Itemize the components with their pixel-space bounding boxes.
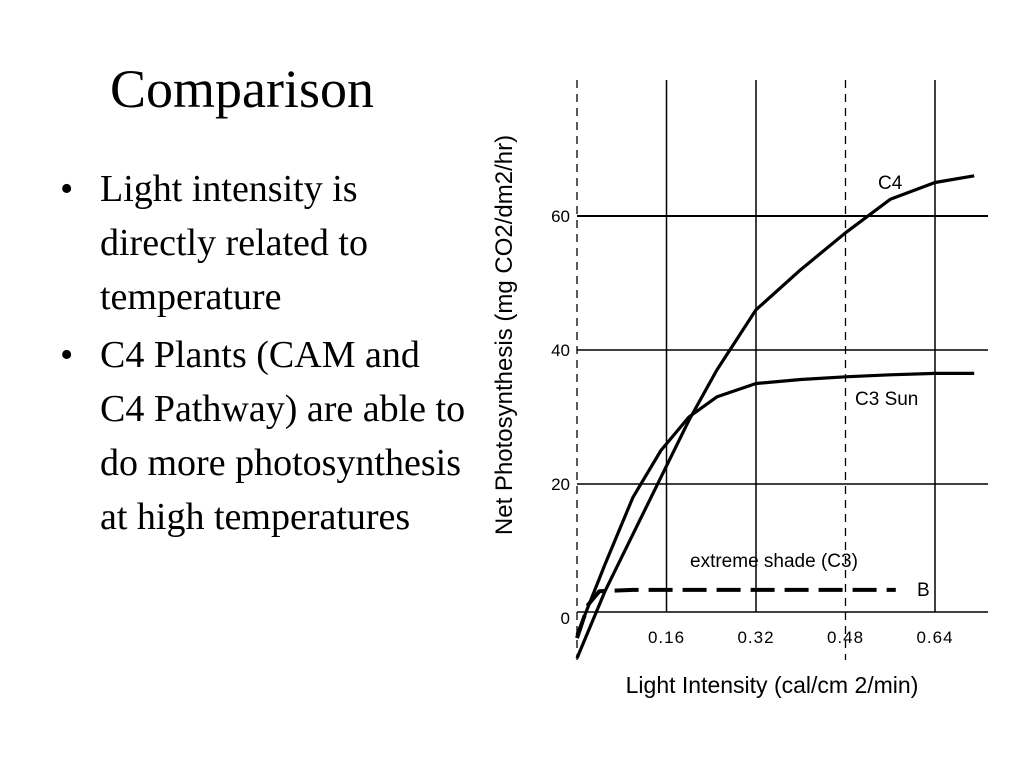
x-tick-label: 0.32 [737,628,774,647]
y-tick-label: 20 [551,475,570,494]
series-line-c4 [575,174,975,659]
y-tick-label: 0 [561,609,570,628]
curve-annotation: C3 Sun [855,389,918,410]
bullet-list: • Light intensity is directly related to … [60,162,470,548]
series-line-c3-sun [575,371,975,636]
y-tick-label: 40 [551,341,570,360]
slide-title: Comparison [110,59,374,119]
y-axis-label: Net Photosynthesis (mg CO2/dm2/hr) [491,135,518,535]
bullet-text: C4 Plants (CAM and C4 Pathway) are able … [100,334,466,538]
x-tick-label: 0.16 [648,628,685,647]
x-tick-label: 0.64 [916,628,953,647]
bullet-item: • Light intensity is directly related to … [60,162,470,324]
curve-annotation: C4 [878,173,903,194]
bullet-dot-icon: • [60,168,74,210]
curve-annotation: B [917,580,930,601]
bullet-dot-icon: • [60,334,74,376]
curve-annotation: extreme shade (C3) [690,551,858,572]
x-tick-label: 0.48 [827,628,864,647]
bullet-text: Light intensity is directly related to t… [100,168,368,318]
bullet-item: • C4 Plants (CAM and C4 Pathway) are able… [60,328,470,544]
series-line-extreme-shade-c3- [575,587,896,639]
y-tick-label: 60 [551,207,570,226]
x-axis-label: Light Intensity (cal/cm 2/min) [626,672,919,698]
